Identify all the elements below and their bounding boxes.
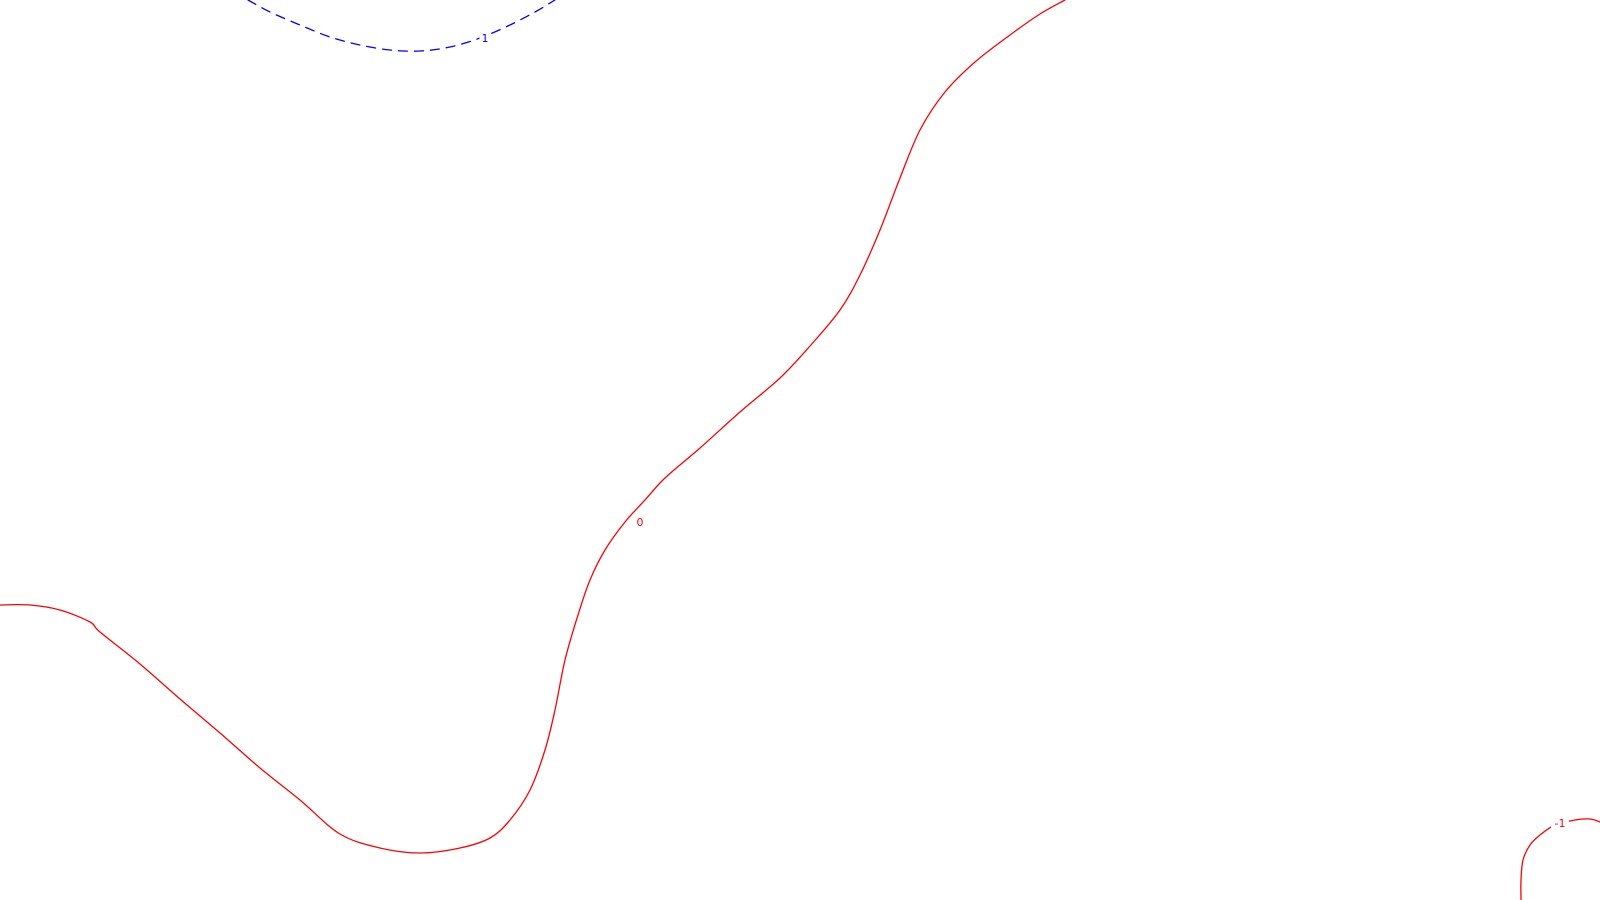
contour-level-0-label: 0 [637,516,644,529]
contour-level-0-line [0,0,1066,854]
contour-level-1-top-label-background [479,31,491,44]
contour-level-neg1-corner-label: -1 [1555,817,1566,830]
contour-level-neg1-corner-line [1520,818,1600,900]
contour-level-1-top-label: 1 [482,32,489,45]
contour-level-1-top-line [247,0,556,52]
contour-level-0-label-background [634,515,646,528]
contour-level-neg1-corner-label-background [1551,816,1569,829]
